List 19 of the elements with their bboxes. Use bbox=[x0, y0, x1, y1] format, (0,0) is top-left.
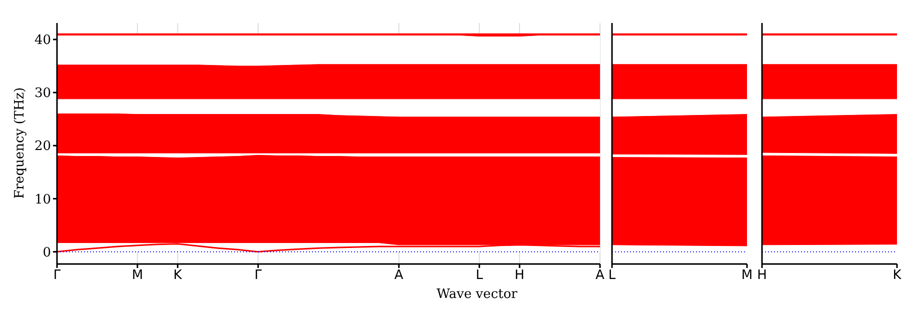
x-tick-label: A bbox=[596, 268, 605, 284]
x-tick-label: M bbox=[132, 268, 144, 284]
y-tick-label: 40 bbox=[34, 33, 51, 48]
y-axis-title: Frequency (THz) bbox=[12, 87, 28, 199]
x-axis-title: Wave vector bbox=[436, 287, 518, 302]
x-tick-label: A bbox=[394, 268, 404, 284]
x-tick-label: L bbox=[608, 268, 616, 284]
x-tick-label: H bbox=[514, 268, 524, 284]
y-tick-label: 0 bbox=[42, 245, 51, 260]
x-tick-label: Γ bbox=[254, 268, 262, 284]
x-tick-label: K bbox=[892, 268, 902, 284]
x-tick-label: M bbox=[741, 268, 753, 284]
y-tick-label: 20 bbox=[34, 139, 51, 154]
y-tick-label: 10 bbox=[34, 192, 51, 208]
x-tick-label: L bbox=[476, 268, 484, 284]
x-tick-label: H bbox=[757, 268, 767, 284]
x-tick-label: K bbox=[173, 268, 182, 284]
y-tick-label: 30 bbox=[34, 86, 51, 102]
x-tick-label: Γ bbox=[53, 268, 62, 284]
